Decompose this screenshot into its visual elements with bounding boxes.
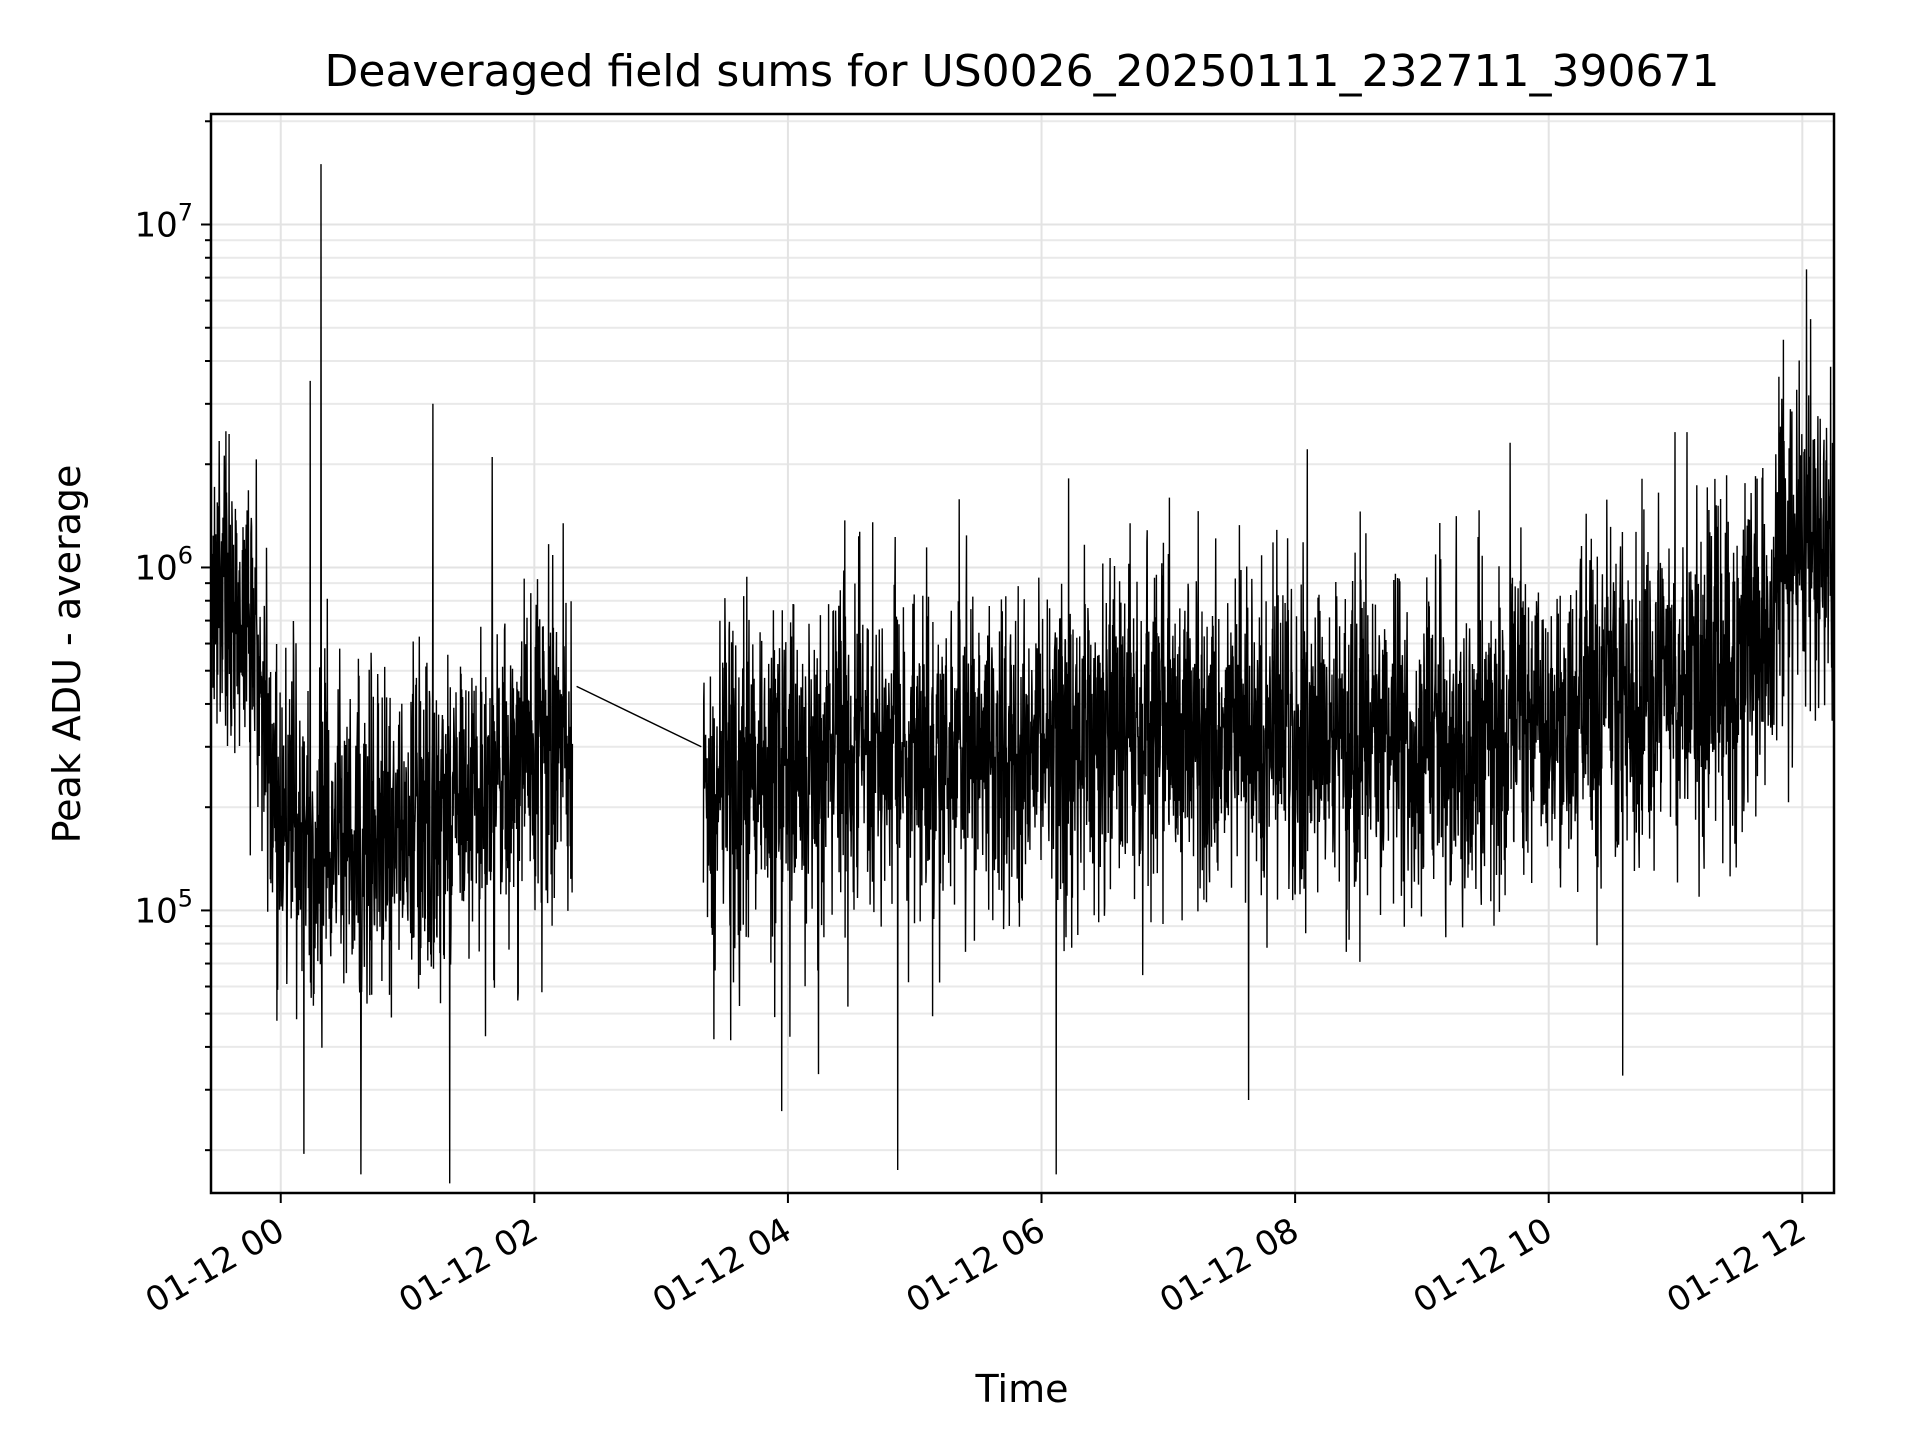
x-tick-label: 01-12 06 (900, 1210, 1052, 1321)
x-tick-label: 01-12 10 (1407, 1210, 1559, 1321)
chart-title: Deaveraged field sums for US0026_2025011… (325, 46, 1720, 97)
y-tick-label: 106 (134, 541, 193, 588)
gap-connector-line (576, 685, 702, 748)
x-tick-label: 01-12 02 (392, 1210, 544, 1321)
data-series (210, 164, 1835, 1184)
x-tick-label: 01-12 00 (139, 1210, 291, 1321)
series-line-segment-1 (210, 164, 574, 1184)
y-axis-label: Peak ADU - average (45, 465, 89, 844)
series-line-segment-2 (702, 269, 1835, 1175)
y-tick-label: 107 (134, 199, 193, 246)
x-tick-label: 01-12 08 (1153, 1210, 1305, 1321)
x-tick-label: 01-12 04 (646, 1210, 798, 1321)
y-tick-label: 105 (134, 884, 193, 931)
x-tick-label: 01-12 12 (1660, 1210, 1812, 1321)
x-axis-label: Time (975, 1367, 1069, 1411)
plot-frame (209, 112, 1836, 1195)
